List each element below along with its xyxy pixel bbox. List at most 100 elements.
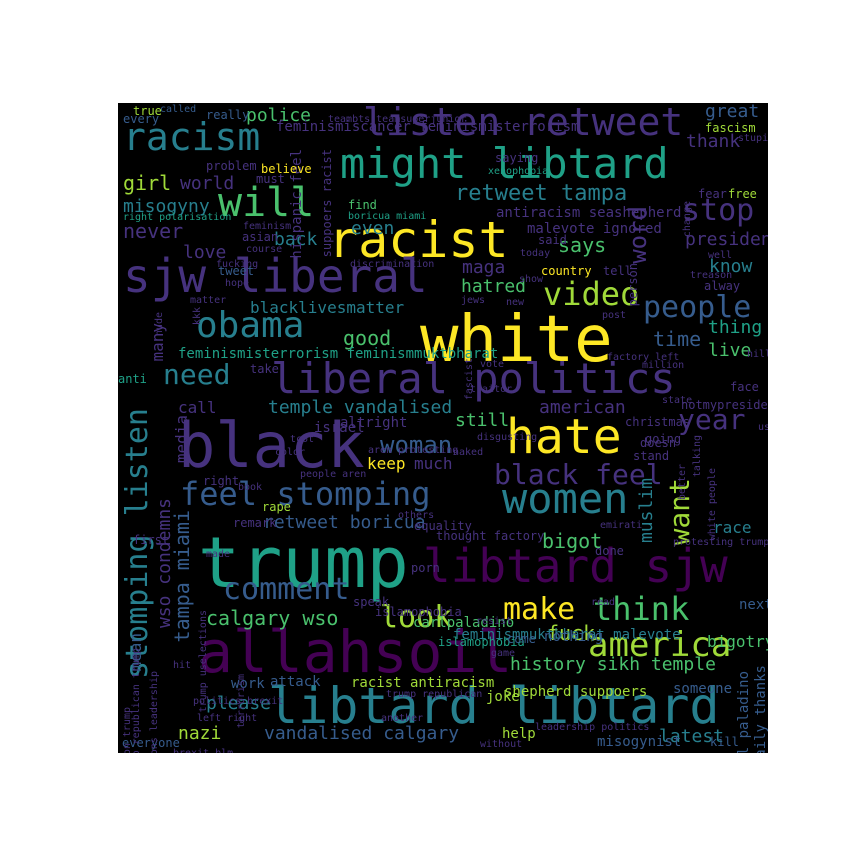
cloud-word: disgusting [477,432,538,443]
cloud-word: thing [708,317,763,338]
cloud-word: america [588,625,732,665]
cloud-word: obama [196,305,305,346]
cloud-word: believe [261,162,312,176]
cloud-word: naked [453,447,484,458]
cloud-word: brexit blm [173,749,233,754]
cloud-word: bigot [542,529,603,553]
cloud-word: police [246,105,312,126]
cloud-word: aren protesting [368,445,459,456]
cloud-word: said [538,233,567,247]
cloud-word: libtard libtard [268,677,720,735]
cloud-word: vandalised calgary [264,723,460,744]
cloud-word: state [662,395,693,406]
cloud-word: wso condemns [154,498,175,629]
cloud-word: black feel [494,458,663,491]
cloud-word: keep [367,454,406,473]
word-cloud: white trump black allahsoil libtard libtard r… [118,103,768,753]
cloud-word: speak [353,595,390,609]
cloud-word: people [643,290,752,325]
cloud-word: great [705,103,760,122]
cloud-word: rape [262,500,291,514]
cloud-word: hit [173,660,192,671]
cloud-word: calgary wso [206,606,339,630]
cloud-word: islamophobia [375,605,462,619]
cloud-word: misogyny [123,196,210,217]
cloud-word: shepherd suppoers [504,684,648,700]
cloud-word: feminismmuktbharat malevote [453,627,681,643]
cloud-word: time [653,327,702,351]
cloud-word: called [160,104,197,115]
cloud-word: nothing [544,629,604,645]
cloud-word: read [591,597,616,608]
cloud-word: antiracism seashepherd [496,205,682,221]
cloud-word: woman [380,431,453,459]
cloud-word: work [231,676,265,692]
cloud-word: really [206,108,250,122]
cloud-word: game [491,648,516,659]
cloud-word: emirati [600,520,643,531]
cloud-word: people aren [300,469,367,480]
cloud-word: islamophobia [438,635,525,649]
cloud-word: come [507,632,536,646]
cloud-word: equality [414,519,472,533]
cloud-word: traitor [470,384,513,395]
cloud-word: need [163,358,231,391]
cloud-word: matter [190,295,227,306]
cloud-word: find [348,198,377,212]
cloud-word: women [502,474,629,523]
cloud-word: fascism [705,121,756,135]
cloud-word: doesn [640,436,677,450]
cloud-word: will [218,180,315,226]
cloud-word: liberal politics [271,354,676,403]
cloud-word: suppoers racist [320,149,334,258]
cloud-word: media [172,415,191,464]
cloud-word: asian [242,230,279,244]
cloud-word: feminismiscancer feminismisterrorism [276,119,580,135]
cloud-word: bigotry [707,632,768,651]
cloud-word: carl paladino [736,671,752,753]
cloud-word: trump [198,522,409,604]
cloud-word: change [682,201,693,238]
cloud-word: saying [495,151,539,165]
cloud-word: feminism [243,221,292,232]
cloud-word: tweet [218,264,255,278]
cloud-word: christmas [625,415,691,429]
cloud-word: hillary [747,349,768,360]
cloud-word: stop [682,193,755,228]
cloud-word: kill [710,735,739,749]
cloud-word: nazi [178,723,222,744]
cloud-word: video [543,275,640,313]
cloud-word: look [380,600,453,635]
cloud-word: still [455,410,510,431]
cloud-word: person [626,263,640,307]
cloud-word: racist antiracism [351,675,495,691]
cloud-word: nude [154,312,165,337]
cloud-word: going [645,432,682,446]
cloud-word: take [250,362,279,376]
cloud-word: says [558,233,607,257]
cloud-word: leadership republican trump [131,648,142,753]
cloud-word: must [256,172,285,186]
cloud-word: white people [707,468,718,541]
cloud-word: thank [686,131,741,152]
cloud-word: history sikh temple [510,654,716,675]
cloud-word: left right [197,713,258,724]
cloud-word: good [343,326,392,350]
cloud-word: please [206,693,272,714]
cloud-word: retweet boricua [263,512,426,533]
cloud-word: remark [233,516,277,530]
cloud-word: better [677,464,688,501]
cloud-word: call [178,398,217,417]
cloud-word: carlpaladino [413,615,515,631]
cloud-word: terrorism [236,674,247,729]
cloud-word: talking [692,435,703,478]
cloud-word: year [678,403,746,436]
cloud-word: much [414,454,453,473]
cloud-word: polarisation trump [122,707,133,753]
cloud-word: president [685,229,768,250]
cloud-word: girl [123,171,172,195]
cloud-word: hate [506,409,622,465]
cloud-word: well [708,250,733,261]
cloud-word: tell [603,264,632,278]
cloud-word: country [541,264,592,278]
